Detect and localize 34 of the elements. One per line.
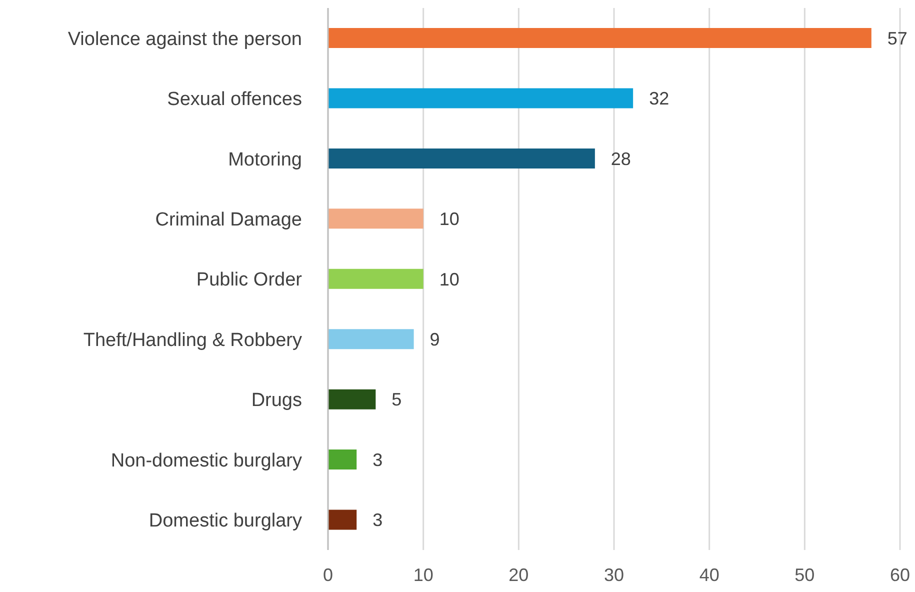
- x-tick-label: 30: [604, 564, 624, 585]
- data-label: 5: [392, 390, 402, 410]
- x-tick-label: 0: [322, 564, 334, 585]
- bar: [328, 208, 424, 229]
- data-label: 3: [372, 510, 383, 530]
- data-label: 3: [372, 450, 383, 470]
- y-tick-label: Sexual offences: [167, 89, 302, 110]
- data-label: 10: [439, 269, 460, 290]
- bar: [328, 389, 376, 410]
- y-tick-label: Violence against the person: [68, 28, 302, 50]
- y-tick-label: Domestic burglary: [148, 510, 302, 532]
- data-label: 9: [430, 330, 440, 350]
- y-tick-label: Criminal Damage: [155, 210, 302, 231]
- x-tick-label: 60: [890, 564, 910, 585]
- bar: [328, 88, 634, 108]
- x-tick-label: 50: [794, 564, 815, 585]
- bar: [328, 510, 357, 530]
- x-tick-label: 20: [508, 564, 529, 585]
- data-label: 32: [649, 88, 670, 109]
- data-label: 28: [610, 148, 631, 169]
- y-tick-label: Non-domestic burglary: [110, 450, 302, 472]
- data-label: 57: [887, 28, 908, 48]
- y-tick-label: Motoring: [228, 149, 302, 170]
- x-tick-label: 10: [413, 564, 434, 585]
- y-tick-label: Public Order: [196, 270, 303, 291]
- bar: [328, 329, 414, 350]
- bar: [328, 148, 595, 168]
- data-label: 10: [439, 209, 460, 230]
- y-tick-label: Drugs: [251, 390, 302, 412]
- bar: [328, 268, 424, 289]
- y-tick-label: Theft/Handling & Robbery: [83, 330, 302, 351]
- bar: [328, 450, 357, 470]
- bar: [328, 28, 872, 48]
- x-tick-label: 40: [699, 564, 720, 585]
